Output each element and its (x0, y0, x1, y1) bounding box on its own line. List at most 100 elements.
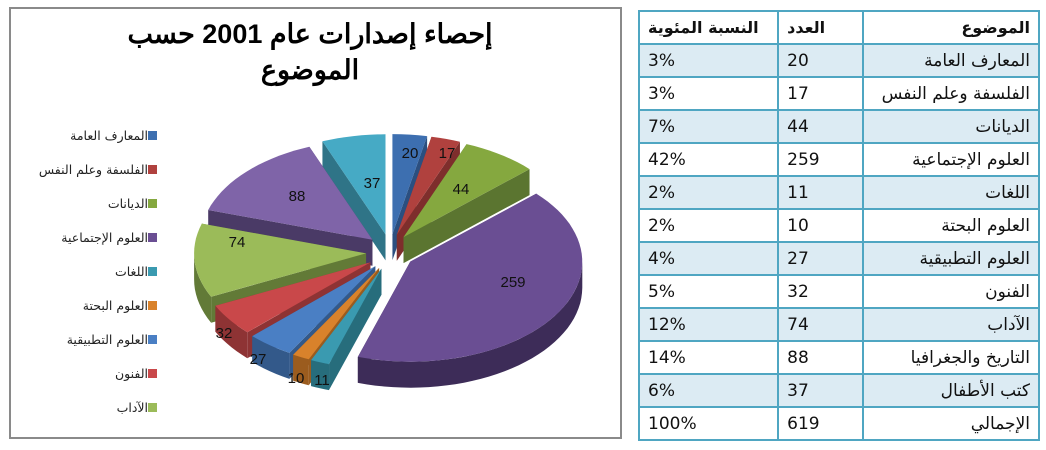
legend-label: المعارف العامة (70, 127, 148, 143)
cell-percent: 7% (637, 109, 780, 144)
cell-subject: العلوم التطبيقية (861, 241, 1041, 276)
cell-subject: كتب الأطفال (861, 373, 1041, 408)
cell-percent: 3% (637, 43, 780, 78)
cell-subject: الإجمالي (861, 406, 1041, 441)
legend-swatch-icon (148, 198, 157, 208)
legend-item: المعارف العامة (20, 118, 160, 152)
legend-item: الفنون (20, 356, 160, 390)
cell-percent: 3% (637, 76, 780, 111)
data-table: الموضوع العدد النسبة المئوية المعارف الع… (637, 10, 1041, 441)
cell-subject: الآداب (861, 307, 1041, 342)
cell-percent: 4% (637, 241, 780, 276)
pie-data-label: 17 (439, 145, 456, 162)
header-subject: الموضوع (861, 10, 1041, 45)
legend-item: العلوم التطبيقية (20, 322, 160, 356)
cell-percent: 5% (637, 274, 780, 309)
pie-data-label: 88 (289, 188, 306, 205)
table-row: العلوم البحتة 10 2% (637, 208, 1041, 243)
table-row: الآداب 74 12% (637, 307, 1041, 342)
legend-swatch-icon (148, 300, 157, 310)
pie-data-label: 27 (250, 351, 267, 368)
legend-item: العلوم الإجتماعية (20, 220, 160, 254)
table-row: التاريخ والجغرافيا 88 14% (637, 340, 1041, 375)
cell-subject: التاريخ والجغرافيا (861, 340, 1041, 375)
cell-count: 10 (777, 208, 864, 243)
legend-swatch-icon (148, 334, 157, 344)
table-row: المعارف العامة 20 3% (637, 43, 1041, 78)
pie-data-label: 10 (288, 370, 305, 387)
pie-data-label: 20 (402, 145, 419, 162)
chart-title-line1: إحصاء إصدارات عام 2001 حسب (127, 19, 493, 49)
cell-subject: الفنون (861, 274, 1041, 309)
cell-subject: الفلسفة وعلم النفس (861, 76, 1041, 111)
legend-item: اللغات (20, 254, 160, 288)
legend-item: الآداب (20, 390, 160, 424)
legend-item: الفلسفة وعلم النفس (20, 152, 160, 186)
pie-chart: 20 17 44 259 11 10 27 32 74 88 37 (194, 134, 583, 391)
pie-slice (322, 134, 386, 261)
chart-title-line2: الموضوع (260, 55, 360, 85)
cell-subject: الديانات (861, 109, 1041, 144)
cell-count: 32 (777, 274, 864, 309)
legend-label: العلوم الإجتماعية (61, 229, 148, 245)
legend-label: الديانات (107, 195, 148, 211)
cell-subject: اللغات (861, 175, 1041, 210)
chart-legend: المعارف العامة الفلسفة وعلم النفس الديان… (20, 118, 160, 424)
pie-data-label: 37 (364, 175, 381, 192)
pie-slice (403, 144, 530, 264)
legend-swatch-icon (148, 164, 157, 174)
pie-data-label: 259 (500, 274, 525, 291)
cell-percent: 2% (637, 175, 780, 210)
legend-item: العلوم البحتة (20, 288, 160, 322)
pie-data-label: 74 (229, 234, 246, 251)
legend-label: اللغات (114, 263, 148, 279)
pie-slice (357, 193, 583, 388)
cell-count: 11 (777, 175, 864, 210)
cell-count: 619 (777, 406, 864, 441)
legend-swatch-icon (148, 232, 157, 242)
table-row: اللغات 11 2% (637, 175, 1041, 210)
cell-count: 259 (777, 142, 864, 177)
cell-percent: 100% (637, 406, 780, 441)
cell-subject: العلوم البحتة (861, 208, 1041, 243)
table-row: العلوم التطبيقية 27 4% (637, 241, 1041, 276)
legend-label: الآداب (116, 399, 148, 415)
cell-percent: 2% (637, 208, 780, 243)
table-header-row: الموضوع العدد النسبة المئوية (637, 10, 1041, 45)
pie-data-label: 44 (453, 181, 470, 198)
cell-percent: 14% (637, 340, 780, 375)
legend-item: الديانات (20, 186, 160, 220)
table-row: الفلسفة وعلم النفس 17 3% (637, 76, 1041, 111)
table-row: الفنون 32 5% (637, 274, 1041, 309)
cell-count: 37 (777, 373, 864, 408)
table-row-total: الإجمالي 619 100% (637, 406, 1041, 441)
cell-count: 20 (777, 43, 864, 78)
cell-count: 17 (777, 76, 864, 111)
legend-swatch-icon (148, 402, 157, 412)
legend-swatch-icon (148, 266, 157, 276)
cell-count: 44 (777, 109, 864, 144)
pie-data-label: 32 (216, 325, 233, 342)
pie-data-label: 11 (314, 372, 330, 389)
cell-subject: المعارف العامة (861, 43, 1041, 78)
legend-label: الفلسفة وعلم النفس (38, 161, 148, 177)
legend-label: الفنون (114, 365, 148, 381)
table-row: العلوم الإجتماعية 259 42% (637, 142, 1041, 177)
cell-percent: 12% (637, 307, 780, 342)
cell-subject: العلوم الإجتماعية (861, 142, 1041, 177)
cell-percent: 42% (637, 142, 780, 177)
header-percent: النسبة المئوية (637, 10, 780, 45)
cell-percent: 6% (637, 373, 780, 408)
table-row: الديانات 44 7% (637, 109, 1041, 144)
header-count: العدد (777, 10, 864, 45)
legend-label: العلوم التطبيقية (66, 331, 148, 347)
cell-count: 74 (777, 307, 864, 342)
pie-slice (311, 268, 382, 391)
cell-count: 88 (777, 340, 864, 375)
chart-title: إحصاء إصدارات عام 2001 حسب الموضوع (60, 16, 560, 88)
legend-swatch-icon (148, 130, 157, 140)
legend-label: العلوم البحتة (82, 297, 148, 313)
cell-count: 27 (777, 241, 864, 276)
table-row: كتب الأطفال 37 6% (637, 373, 1041, 408)
legend-swatch-icon (148, 368, 157, 378)
